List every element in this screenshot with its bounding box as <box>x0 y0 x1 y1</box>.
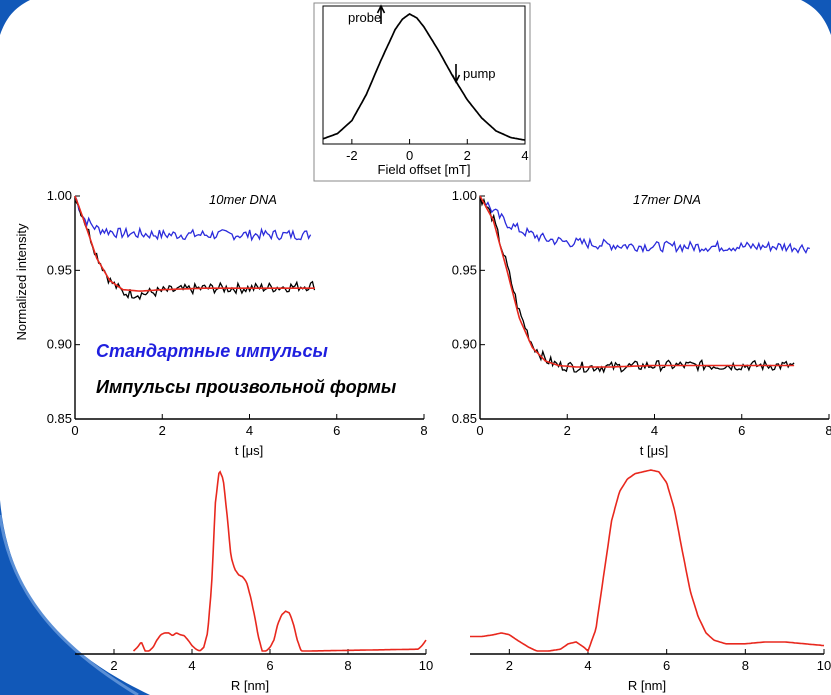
r2-x-label: R [nm] <box>628 678 666 693</box>
x-tick-label: 4 <box>246 423 253 438</box>
y-tick-label: 1.00 <box>47 188 72 203</box>
trace-10mer-fit-line <box>74 195 315 292</box>
x-tick-label: 0 <box>71 423 78 438</box>
right-trace-x-label: t [μs] <box>640 443 668 458</box>
right-trace-ticks: 0 2 4 6 8 0.85 0.90 0.95 1.00 <box>452 188 831 438</box>
trace-10mer-shaped-line <box>74 200 316 301</box>
x-tick-label: 4 <box>188 658 195 673</box>
slide-corner-top-right <box>801 0 831 35</box>
right-trace-title: 17mer DNA <box>633 192 701 207</box>
annotation-standard-pulses: Стандартные импульсы <box>96 341 328 361</box>
left-trace-title: 10mer DNA <box>209 192 277 207</box>
distance-17mer-line <box>470 469 825 653</box>
x-tick-label: 8 <box>344 658 351 673</box>
y-tick-label: 0.90 <box>452 337 477 352</box>
y-tick-label: 0.95 <box>452 262 477 277</box>
x-tick-label: 6 <box>333 423 340 438</box>
x-tick-label: 6 <box>738 423 745 438</box>
r2-ticks: 2 4 6 8 10 <box>506 649 831 673</box>
x-tick-label: 2 <box>110 658 117 673</box>
slide-corner-arc <box>0 500 150 695</box>
slide-corner-top-left <box>0 0 30 35</box>
left-trace-y-label: Normalized intensity <box>14 223 29 341</box>
x-tick-label: 2 <box>159 423 166 438</box>
y-tick-label: 1.00 <box>452 188 477 203</box>
chart-17mer-distance: 2 4 6 8 10 R [nm] <box>470 469 831 693</box>
slide-corner-arc-highlight <box>0 514 139 695</box>
r1-x-label: R [nm] <box>231 678 269 693</box>
inset-chart: -2 0 2 4 Field offset [mT] probe pump <box>313 2 531 182</box>
pump-arrow-icon <box>451 64 461 84</box>
inset-probe-label: probe <box>348 10 381 25</box>
left-trace-x-label: t [μs] <box>235 443 263 458</box>
inset-x-ticks: -2 0 2 4 <box>346 139 529 163</box>
chart-17mer-time-trace: 0 2 4 6 8 0.85 0.90 0.95 1.00 17mer DNA t [μs] <box>452 188 831 458</box>
x-tick-label: 6 <box>663 658 670 673</box>
x-tick-label: 10 <box>419 658 433 673</box>
inset-spectrum-line <box>322 13 526 141</box>
y-tick-label: 0.90 <box>47 337 72 352</box>
x-tick-label: 2 <box>506 658 513 673</box>
x-tick-label: 8 <box>420 423 427 438</box>
y-tick-label: 0.85 <box>452 411 477 426</box>
x-tick-label: 8 <box>825 423 831 438</box>
x-tick-label: 0 <box>406 148 413 163</box>
probe-arrow-icon <box>376 4 386 24</box>
x-tick-label: -2 <box>346 148 358 163</box>
distance-10mer-line <box>132 470 427 652</box>
inset-x-label: Field offset [mT] <box>378 162 471 177</box>
trace-17mer-shaped-line <box>479 195 795 374</box>
x-tick-label: 4 <box>584 658 591 673</box>
x-tick-label: 2 <box>464 148 471 163</box>
left-trace-ticks: 0 2 4 6 8 0.85 0.90 0.95 1.00 <box>47 188 428 438</box>
x-tick-label: 4 <box>651 423 658 438</box>
x-tick-label: 0 <box>476 423 483 438</box>
y-tick-label: 0.85 <box>47 411 72 426</box>
annotation-shaped-pulses: Импульсы произвольной формы <box>96 377 397 397</box>
r1-ticks: 2 4 6 8 10 <box>110 649 433 673</box>
x-tick-label: 4 <box>521 148 528 163</box>
x-tick-label: 6 <box>266 658 273 673</box>
trace-17mer-fit-line <box>479 195 795 368</box>
x-tick-label: 10 <box>817 658 831 673</box>
inset-pump-label: pump <box>463 66 496 81</box>
y-tick-label: 0.95 <box>47 262 72 277</box>
chart-10mer-time-trace: 0 2 4 6 8 0.85 0.90 0.95 1.00 10mer DNA Normaliz… <box>14 188 428 458</box>
trace-10mer-standard-line <box>74 195 312 242</box>
inset-frame <box>313 2 531 182</box>
trace-17mer-standard-line <box>479 195 810 255</box>
x-tick-label: 2 <box>564 423 571 438</box>
x-tick-label: 8 <box>742 658 749 673</box>
inset-axes-box <box>322 5 526 145</box>
chart-10mer-distance: 2 4 6 8 10 R [nm] <box>75 470 433 693</box>
